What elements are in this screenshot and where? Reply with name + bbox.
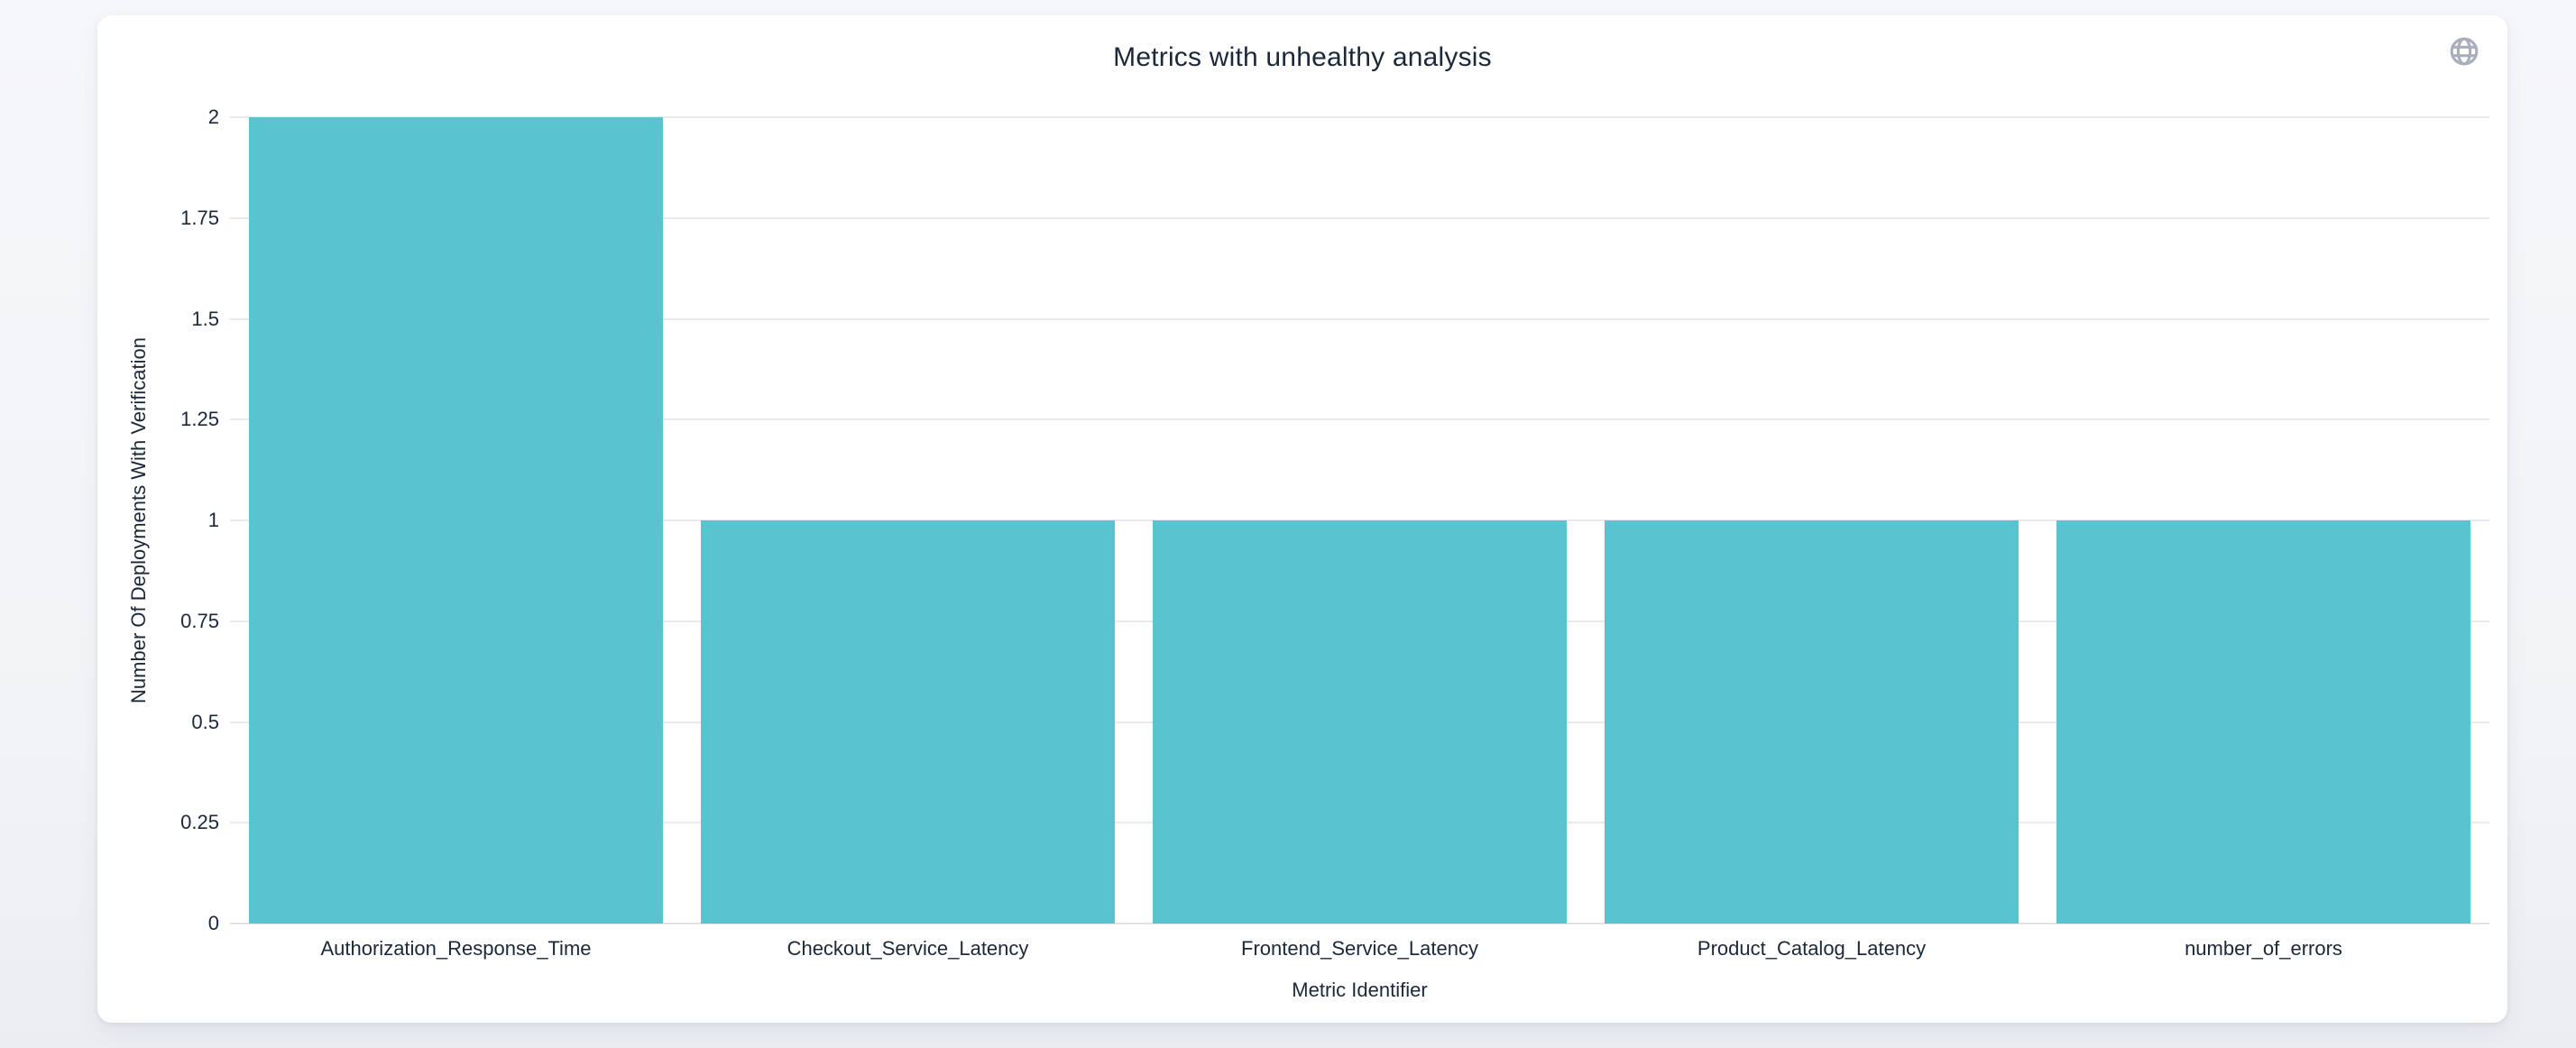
gridline (230, 418, 2489, 421)
x-tick-label: number_of_errors (2185, 937, 2342, 960)
bar-band (1586, 117, 2038, 924)
x-tick-label: Frontend_Service_Latency (1241, 937, 1478, 960)
globe-icon[interactable] (2448, 35, 2480, 68)
x-tick-label: Authorization_Response_Time (320, 937, 592, 960)
y-tick-label: 0.25 (180, 811, 219, 834)
y-tick-label: 1.75 (180, 206, 219, 229)
bar-band (230, 117, 682, 924)
bar-band (2038, 117, 2489, 924)
y-tick-label: 0.75 (180, 609, 219, 632)
plot-area (230, 116, 2489, 924)
x-axis-labels: Authorization_Response_Time Checkout_Serv… (230, 937, 2489, 961)
y-tick-label: 1.25 (180, 408, 219, 431)
y-tick-label: 0.5 (191, 710, 219, 733)
x-axis-title: Metric Identifier (1292, 979, 1428, 1001)
gridline (230, 116, 2489, 118)
y-tick-label: 1.5 (191, 307, 219, 330)
bar-Product_Catalog_Latency[interactable] (1605, 520, 2019, 924)
bar-Checkout_Service_Latency[interactable] (701, 520, 1115, 924)
bar-Authorization_Response_Time[interactable] (249, 117, 663, 924)
bar-Frontend_Service_Latency[interactable] (1153, 520, 1567, 924)
y-axis-labels: 0 0.25 0.5 0.75 1 1.25 1.5 1.75 2 (97, 107, 219, 933)
x-tick-label: Product_Catalog_Latency (1697, 937, 1927, 960)
bar-number_of_errors[interactable] (2056, 520, 2470, 924)
chart-title: Metrics with unhealthy analysis (1113, 42, 1492, 72)
y-tick-label: 0 (207, 912, 219, 934)
gridline (230, 317, 2489, 320)
gridline (230, 216, 2489, 219)
chart-card: Metrics with unhealthy analysis Number O… (97, 15, 2507, 1023)
y-tick-label: 2 (207, 106, 219, 128)
y-tick-label: 1 (207, 509, 219, 531)
bar-band (682, 117, 1134, 924)
bars (230, 117, 2489, 924)
bar-band (1134, 117, 1586, 924)
x-axis-line (230, 923, 2489, 924)
x-tick-label: Checkout_Service_Latency (787, 937, 1029, 960)
